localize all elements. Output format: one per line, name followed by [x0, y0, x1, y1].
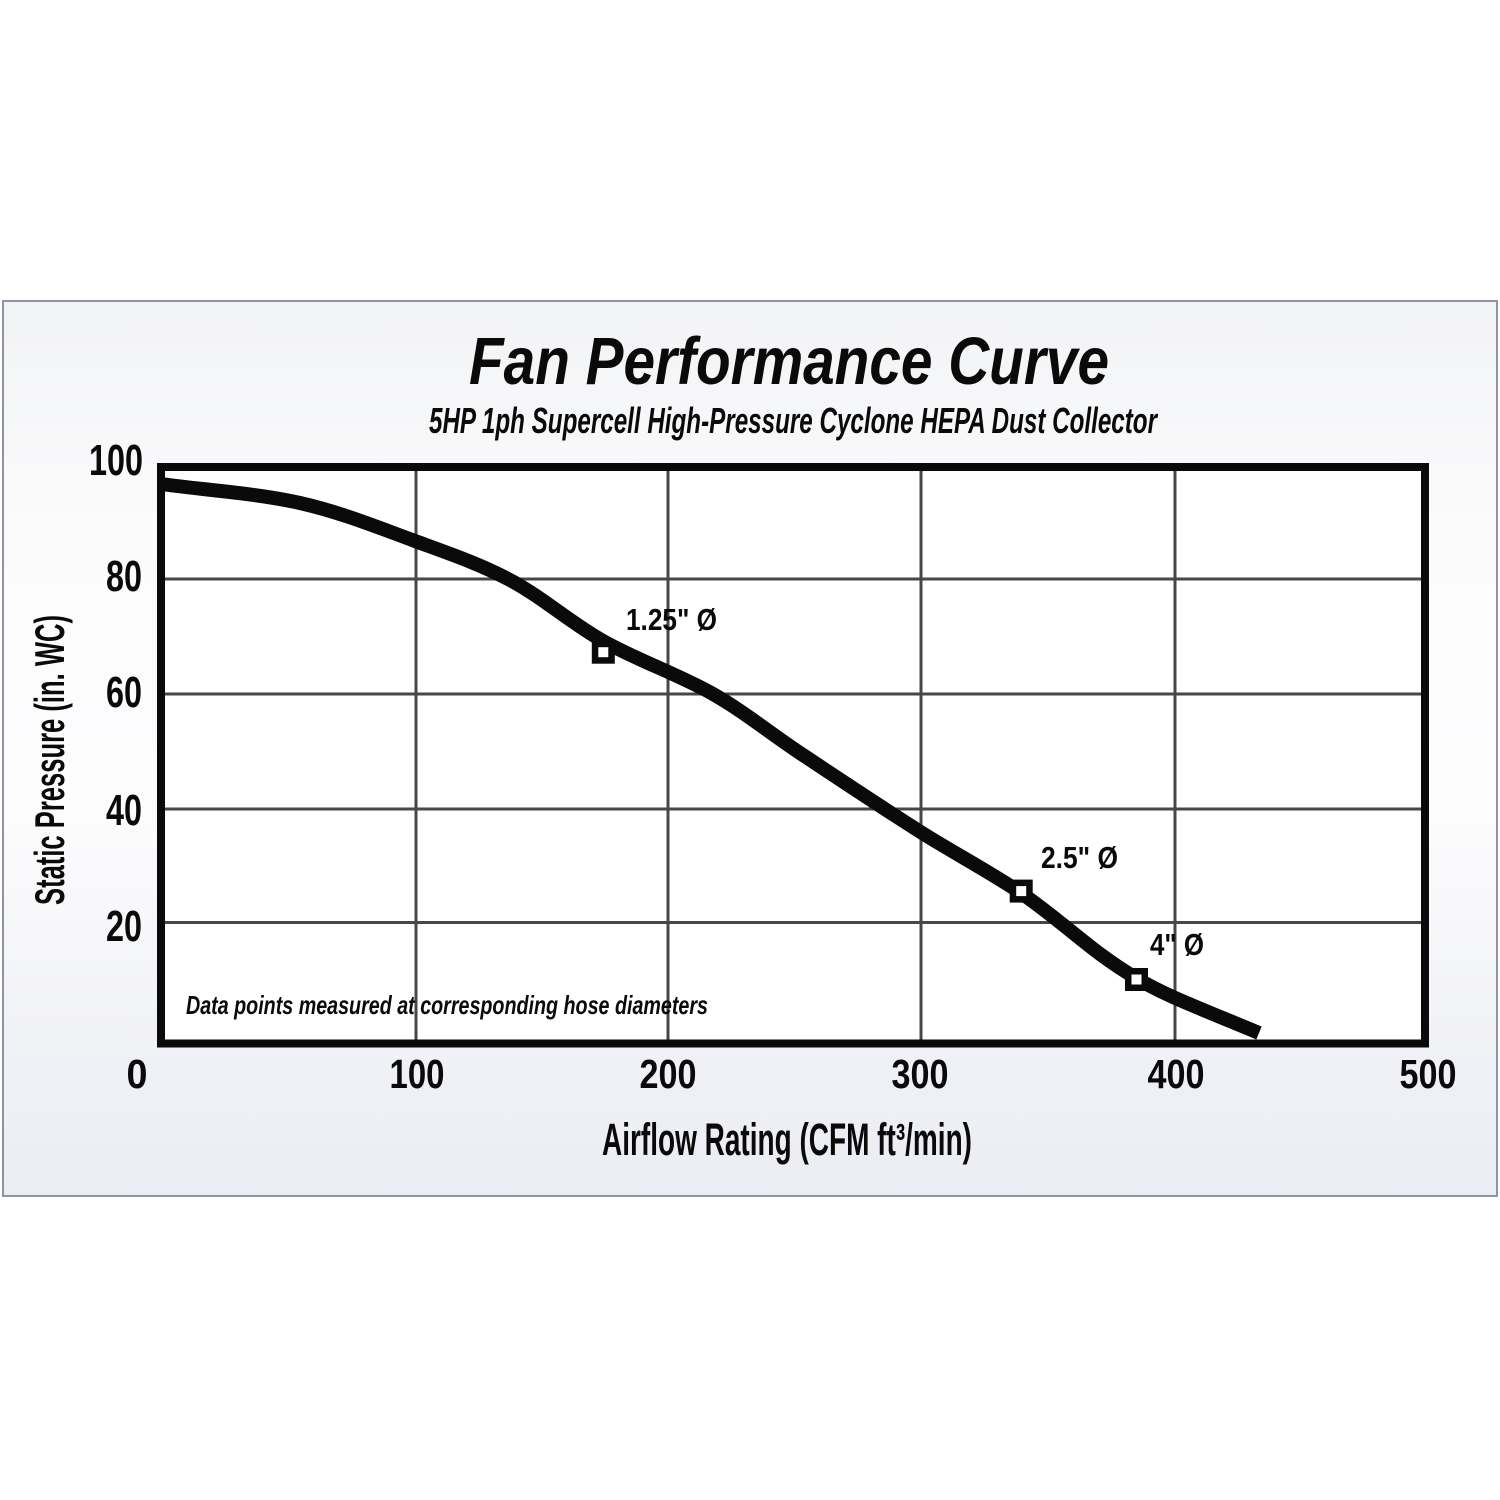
- svg-text:40: 40: [106, 786, 142, 835]
- svg-text:Static Pressure (in. WC): Static Pressure (in. WC): [26, 615, 73, 905]
- svg-text:20: 20: [106, 902, 142, 951]
- svg-text:100: 100: [89, 436, 143, 485]
- svg-text:100: 100: [390, 1051, 445, 1097]
- svg-text:300: 300: [892, 1051, 949, 1097]
- svg-text:Fan Performance Curve: Fan Performance Curve: [469, 324, 1109, 399]
- svg-text:2.5" Ø: 2.5" Ø: [1041, 840, 1118, 875]
- svg-text:400: 400: [1148, 1051, 1205, 1097]
- svg-text:80: 80: [106, 552, 142, 601]
- svg-text:500: 500: [1400, 1051, 1457, 1097]
- svg-text:4" Ø: 4" Ø: [1150, 927, 1204, 962]
- svg-text:200: 200: [640, 1051, 697, 1097]
- svg-text:Airflow Rating (CFM ft³/min): Airflow Rating (CFM ft³/min): [602, 1114, 972, 1165]
- svg-text:5HP 1ph Supercell High-Pressur: 5HP 1ph Supercell High-Pressure Cyclone …: [429, 400, 1158, 441]
- svg-text:0: 0: [127, 1051, 148, 1097]
- svg-text:1.25" Ø: 1.25" Ø: [626, 602, 717, 637]
- svg-text:60: 60: [106, 668, 142, 717]
- svg-text:Data points measured at corres: Data points measured at corresponding ho…: [186, 990, 708, 1020]
